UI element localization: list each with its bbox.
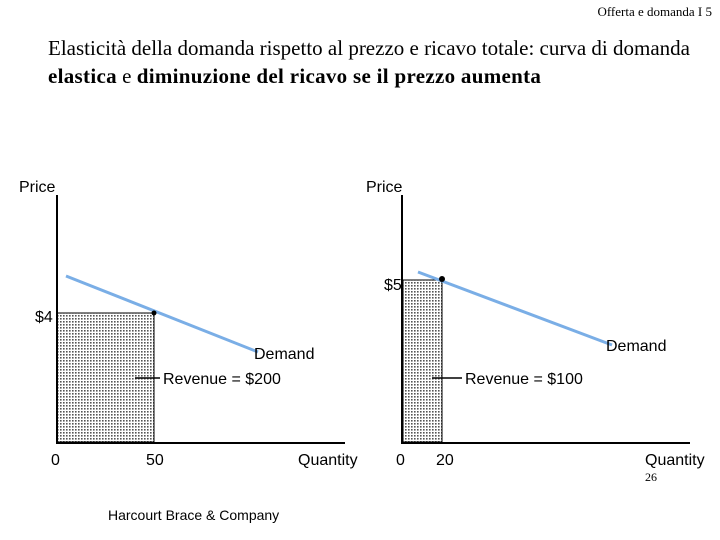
right-revenue-area bbox=[402, 279, 443, 443]
left-revenue-label: Revenue = $200 bbox=[163, 371, 281, 388]
slide-title: Elasticità della domanda rispetto al pre… bbox=[48, 34, 708, 90]
title-part-4: diminuzione del ricavo se il prezzo aume… bbox=[136, 64, 542, 88]
right-demand-curve bbox=[417, 270, 613, 347]
left-quantity-label: 50 bbox=[146, 452, 164, 469]
right-panel: Price $5 0 20 Quantity Demand Revenue = … bbox=[366, 179, 705, 469]
right-quantity-label: 20 bbox=[436, 452, 454, 469]
left-panel: Price $4 0 50 Quantity Demand Revenue = … bbox=[19, 179, 358, 469]
right-x-axis-label: Quantity bbox=[645, 452, 705, 469]
left-origin-label: 0 bbox=[51, 452, 60, 469]
page-number: 26 bbox=[645, 470, 657, 484]
left-demand-label: Demand bbox=[254, 346, 314, 363]
left-x-axis-label: Quantity bbox=[298, 452, 358, 469]
right-price-label: $5 bbox=[384, 277, 402, 294]
right-y-axis-label: Price bbox=[366, 179, 403, 196]
left-price-label: $4 bbox=[35, 309, 53, 326]
slide-header-label: Offerta e domanda I 5 bbox=[597, 4, 712, 19]
left-price-quantity-point bbox=[151, 310, 157, 316]
title-part-3: e bbox=[116, 64, 137, 88]
right-demand-label: Demand bbox=[606, 338, 666, 355]
right-revenue-label: Revenue = $100 bbox=[465, 371, 583, 388]
publisher-credit: Harcourt Brace & Company bbox=[108, 507, 280, 523]
left-demand-curve bbox=[65, 274, 259, 354]
title-part-1: Elasticità della domanda rispetto al pre… bbox=[48, 36, 690, 60]
right-origin-label: 0 bbox=[396, 452, 405, 469]
left-y-axis-label: Price bbox=[19, 179, 56, 196]
title-part-2: elastica bbox=[48, 64, 117, 88]
right-price-quantity-point bbox=[439, 276, 445, 282]
